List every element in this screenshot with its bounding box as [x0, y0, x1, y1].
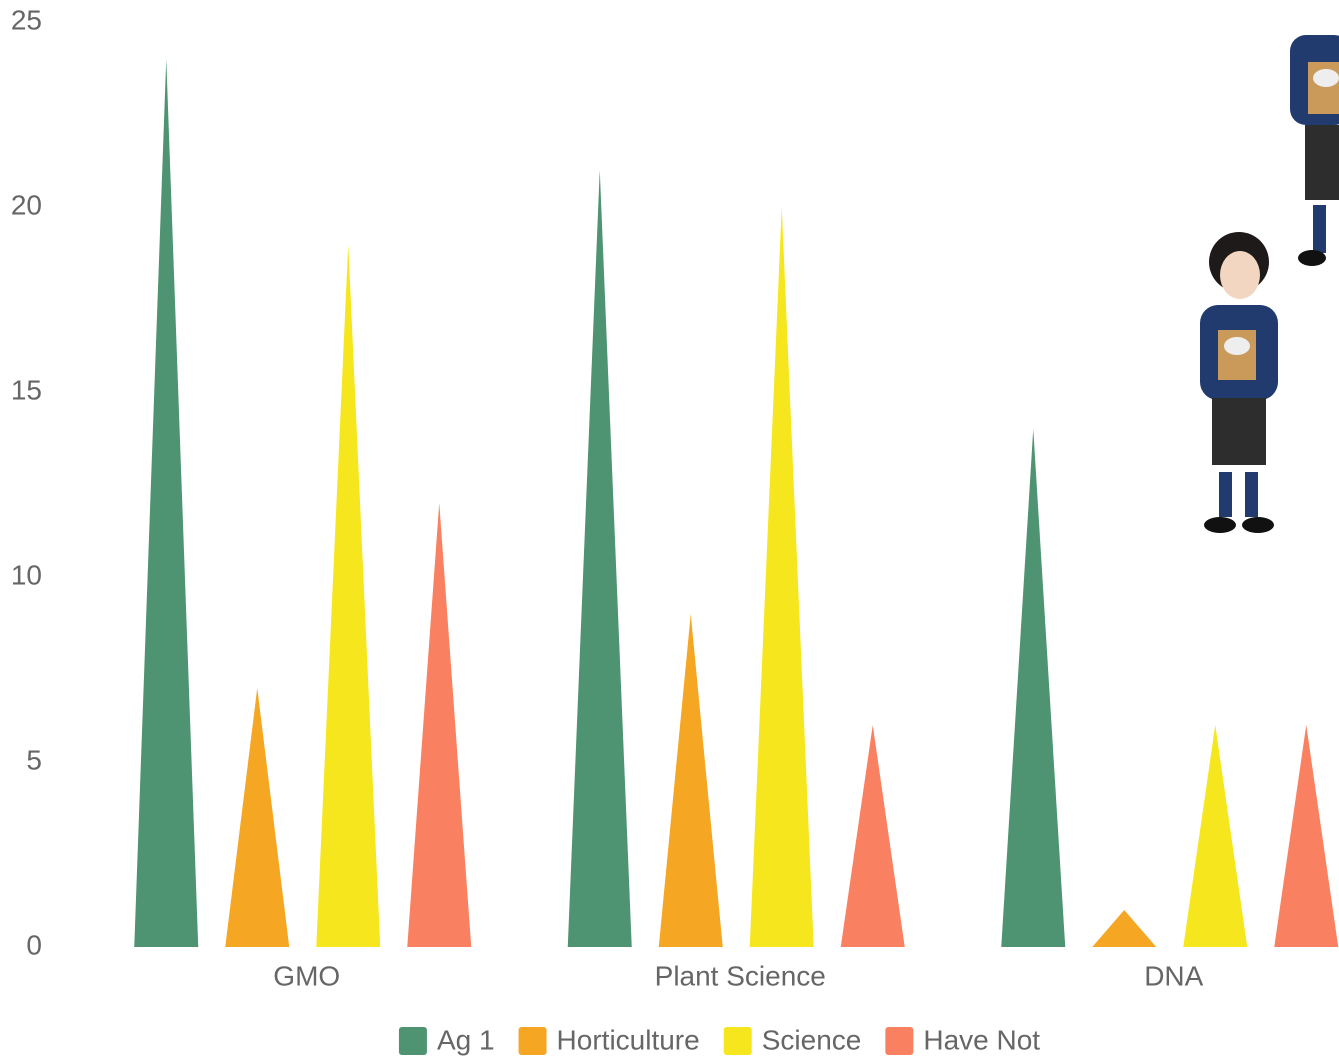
y-tick-label: 15 — [11, 374, 42, 405]
bar — [1001, 429, 1066, 947]
y-tick-label: 10 — [11, 559, 42, 590]
bar — [567, 170, 632, 947]
legend-swatch — [518, 1027, 547, 1055]
legend-swatch — [723, 1027, 752, 1055]
bar — [1092, 910, 1157, 947]
bar — [225, 688, 290, 947]
student-illustration — [1200, 35, 1339, 533]
bar — [134, 59, 199, 947]
bar — [658, 614, 723, 947]
y-tick-label: 0 — [26, 929, 42, 960]
y-tick-label: 20 — [11, 189, 42, 220]
legend-swatch — [885, 1027, 914, 1055]
legend-label: Science — [762, 1024, 862, 1055]
y-tick-label: 5 — [26, 744, 42, 775]
legend-label: Horticulture — [557, 1024, 700, 1055]
y-tick-label: 25 — [11, 4, 42, 35]
x-tick-label: GMO — [273, 960, 340, 991]
bar — [749, 207, 814, 947]
legend-label: Ag 1 — [437, 1024, 495, 1055]
bar — [316, 244, 381, 947]
legend-label: Have Not — [923, 1024, 1040, 1055]
bar — [1183, 725, 1248, 947]
bar — [407, 503, 472, 947]
bar — [1274, 725, 1339, 947]
legend-swatch — [398, 1027, 427, 1055]
x-tick-label: DNA — [1144, 960, 1203, 991]
bar — [840, 725, 905, 947]
x-tick-label: Plant Science — [655, 960, 826, 991]
